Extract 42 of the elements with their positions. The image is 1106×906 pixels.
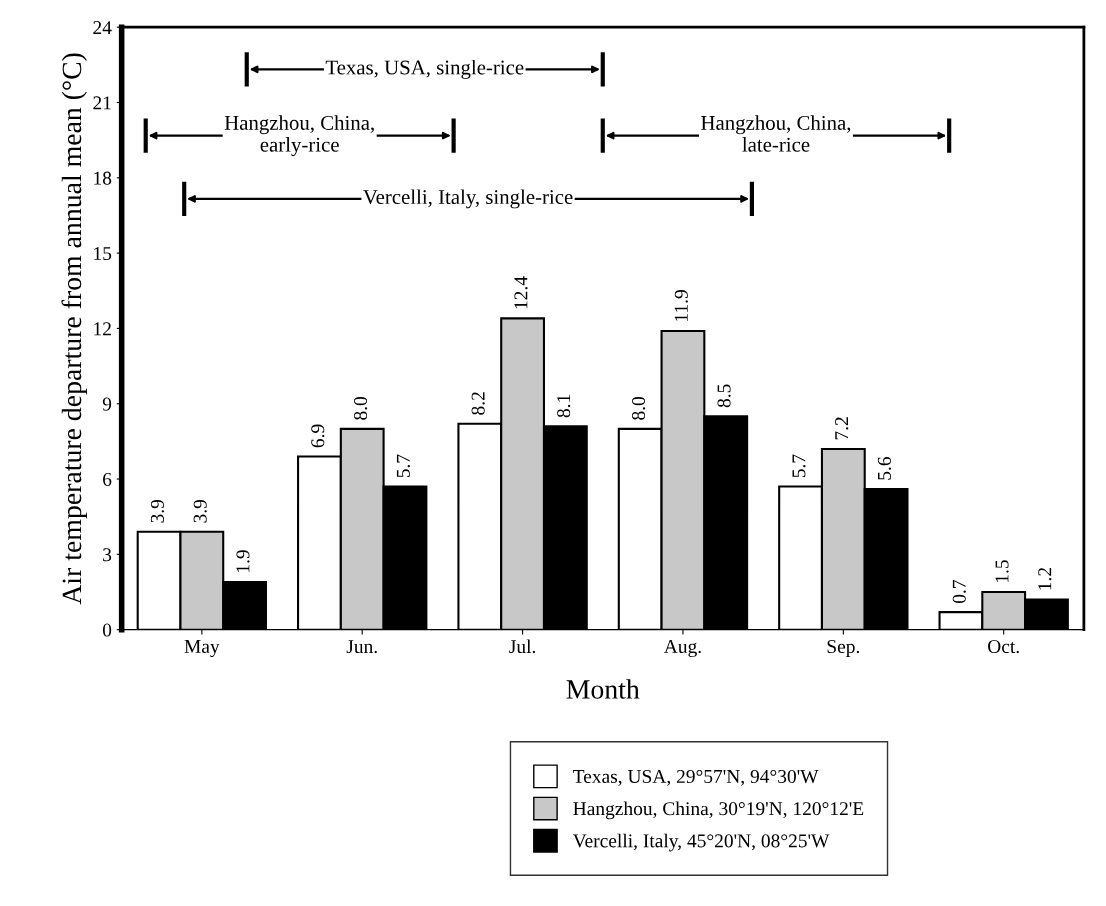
data-label: 7.2 <box>835 417 849 440</box>
data-label: 1.5 <box>995 560 1009 582</box>
data-label: 5.6 <box>877 457 892 480</box>
data-label: 8.2 <box>471 392 485 415</box>
data-label: 6.9 <box>311 424 325 448</box>
y-tick-label: 9 <box>102 397 112 411</box>
data-label: 5.7 <box>396 454 410 478</box>
y-tick-label: 24 <box>93 21 112 34</box>
data-label: 5.7 <box>792 454 806 478</box>
x-tick-label: May <box>184 640 220 658</box>
y-tick-label: 18 <box>94 171 112 185</box>
y-tick-label: 0 <box>102 623 112 637</box>
x-tick-label: Sep. <box>827 640 860 658</box>
annotation: Hangzhou, China, late-rice <box>701 115 851 152</box>
data-label: 1.2 <box>1038 567 1052 590</box>
y-tick-label: 3 <box>103 548 112 562</box>
x-axis-title: Month <box>566 679 640 699</box>
x-tick-label: Aug. <box>663 639 701 658</box>
legend-label: Hangzhou, China, 30°19'N, 120°12'E <box>573 801 864 820</box>
x-tick-label: Jun. <box>346 640 377 654</box>
y-tick-label: 12 <box>94 322 111 336</box>
y-tick-label: 15 <box>94 247 112 261</box>
x-tick-label: Jul. <box>509 639 536 654</box>
data-label: 0.7 <box>952 580 966 604</box>
data-label: 3.9 <box>193 499 207 523</box>
legend-label: Texas, USA, 29°57'N, 94°30'W <box>573 769 819 786</box>
data-label: 8.1 <box>557 394 571 418</box>
annotation: Texas, USA, single-rice <box>325 59 524 79</box>
y-axis-title: Air temperature departure from annual mean (°C) <box>61 53 87 605</box>
data-label: 3.9 <box>150 499 165 523</box>
data-label: 8.0 <box>353 396 368 420</box>
annotation: Hangzhou, China, early-rice <box>224 115 374 157</box>
y-tick-label: 6 <box>103 472 112 486</box>
data-label: 11.9 <box>674 290 688 321</box>
legend-label: Vercelli, Italy, 45°20'N, 08°25'W <box>572 833 830 852</box>
data-label: 1.9 <box>236 550 250 572</box>
y-tick-label: 21 <box>93 96 111 110</box>
data-label: 12.4 <box>514 276 528 309</box>
data-label: 8.5 <box>717 384 731 408</box>
x-tick-label: Oct. <box>988 640 1019 654</box>
data-label: 8.0 <box>631 396 646 420</box>
annotation: Vercelli, Italy, single-rice <box>363 189 573 209</box>
